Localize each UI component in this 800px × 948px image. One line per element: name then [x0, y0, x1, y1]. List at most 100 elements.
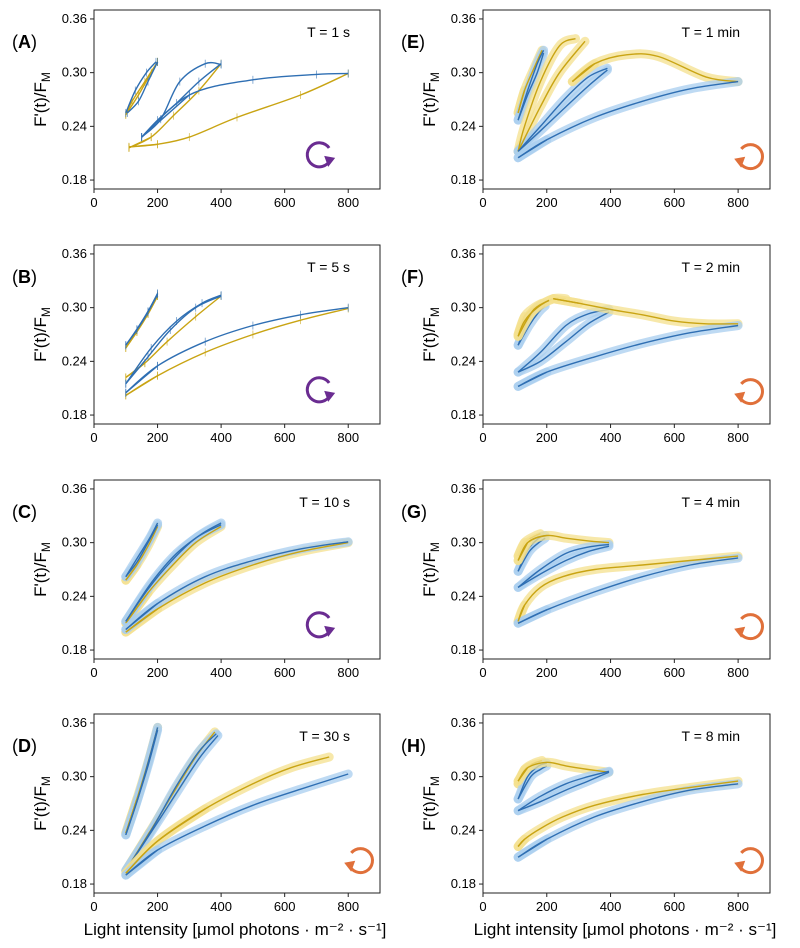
y-tick-label: 0.24	[62, 822, 87, 837]
series-line	[125, 849, 159, 876]
x-tick-label: 600	[663, 195, 685, 210]
series-line	[517, 780, 739, 847]
series-line	[125, 602, 159, 631]
y-tick-label: 0.24	[451, 822, 476, 837]
panel-title: T = 2 min	[682, 259, 741, 275]
x-axis-label-left: Light intensity [μmol photons · m⁻² · s⁻…	[84, 920, 387, 939]
clockwise-arrow-icon	[734, 613, 764, 641]
panel-f: (F) F'(t)/FM 0 200 400 600 800 0.18 0.24 0.30 0.36…	[401, 244, 771, 445]
x-tick-label: 0	[90, 430, 97, 445]
x-tick-label: 200	[147, 195, 169, 210]
y-tick-label: 0.30	[451, 300, 476, 315]
x-tick-label: 600	[274, 430, 296, 445]
x-tick-label: 200	[147, 430, 169, 445]
panel-title: T = 5 s	[307, 259, 350, 275]
y-tick-label: 0.18	[451, 876, 476, 891]
panel-title: T = 1 s	[307, 24, 350, 40]
series-line	[125, 541, 349, 633]
y-tick-label: 0.24	[62, 118, 87, 133]
series-line	[517, 308, 610, 373]
x-tick-label: 800	[337, 665, 359, 680]
counterclockwise-arrow-icon	[305, 376, 336, 404]
x-tick-label: 200	[536, 899, 558, 914]
y-axis-label: F'(t)/FM	[31, 776, 53, 831]
panel-title: T = 10 s	[299, 494, 350, 510]
y-tick-label: 0.18	[62, 876, 87, 891]
curves	[513, 529, 743, 628]
curves	[513, 293, 743, 391]
panel-title: T = 30 s	[299, 728, 350, 744]
x-tick-label: 200	[536, 195, 558, 210]
series-line	[125, 808, 206, 874]
x-tick-label: 200	[536, 430, 558, 445]
y-tick-label: 0.36	[451, 481, 476, 496]
series-line	[517, 298, 554, 337]
y-tick-label: 0.18	[451, 407, 476, 422]
y-axis-label: F'(t)/FM	[420, 307, 442, 362]
y-tick-label: 0.24	[451, 118, 476, 133]
series-line	[517, 69, 608, 152]
clockwise-arrow-icon	[344, 847, 374, 875]
x-tick-label: 800	[337, 899, 359, 914]
y-tick-label: 0.36	[451, 715, 476, 730]
y-tick-label: 0.30	[62, 535, 87, 550]
panel-letter: (B)	[12, 267, 37, 287]
series-line	[517, 767, 529, 782]
series-line	[517, 770, 610, 812]
clockwise-arrow-icon	[734, 143, 764, 171]
y-tick-label: 0.18	[62, 642, 87, 657]
x-tick-label: 400	[210, 195, 232, 210]
y-tick-label: 0.18	[62, 172, 87, 187]
series-line	[125, 292, 159, 346]
series-line	[125, 61, 159, 116]
y-axis-label: F'(t)/FM	[31, 542, 53, 597]
y-tick-label: 0.24	[62, 353, 87, 368]
y-tick-label: 0.30	[62, 769, 87, 784]
series-line	[517, 311, 610, 373]
series-line	[517, 545, 610, 589]
series-line	[517, 37, 576, 152]
series-line	[517, 609, 548, 624]
y-tick-label: 0.30	[451, 65, 476, 80]
curves	[121, 722, 353, 880]
curves	[125, 289, 349, 400]
panel-c: (C) F'(t)/FM 0 200 400 600 800 0.18 0.24 0.30 0.36…	[12, 479, 381, 680]
x-tick-label: 200	[147, 899, 169, 914]
panels-layer: (A) F'(t)/FM 0 200 400 600 800 0.18 0.24 0.30 0.36…	[12, 9, 771, 914]
panel-h: (H) F'(t)/FM 0 200 400 600 800 0.18 0.24 0.30 0.36…	[401, 713, 771, 914]
y-tick-label: 0.36	[451, 11, 476, 26]
series-line	[571, 63, 596, 83]
series-line	[517, 542, 529, 561]
panel-title: T = 4 min	[682, 494, 741, 510]
y-tick-label: 0.36	[62, 715, 87, 730]
panel-a: (A) F'(t)/FM 0 200 400 600 800 0.18 0.24 0.30 0.36…	[12, 9, 381, 210]
plot-frame	[93, 713, 381, 894]
series-line	[125, 294, 222, 385]
y-tick-label: 0.18	[451, 642, 476, 657]
series-line	[517, 605, 526, 622]
series-line	[517, 90, 526, 114]
counterclockwise-arrow-icon	[305, 611, 336, 639]
x-tick-label: 800	[727, 899, 749, 914]
x-axis-label-right: Light intensity [μmol photons · m⁻² · s⁻…	[474, 920, 777, 939]
y-tick-label: 0.36	[451, 246, 476, 261]
series-line	[125, 522, 159, 578]
x-tick-label: 600	[274, 899, 296, 914]
x-tick-label: 800	[727, 665, 749, 680]
series-line	[125, 375, 158, 396]
y-tick-label: 0.36	[62, 11, 87, 26]
x-tick-label: 400	[600, 430, 622, 445]
series-line	[125, 522, 222, 622]
series-line	[125, 295, 159, 349]
y-tick-label: 0.24	[451, 353, 476, 368]
plot-frame	[482, 713, 771, 894]
series-line	[517, 771, 610, 812]
series-line	[125, 608, 159, 633]
y-tick-label: 0.30	[451, 769, 476, 784]
x-tick-label: 0	[90, 899, 97, 914]
plot-frame	[482, 9, 771, 190]
series-line	[517, 67, 608, 152]
series-line	[141, 72, 349, 138]
x-tick-label: 0	[479, 665, 486, 680]
